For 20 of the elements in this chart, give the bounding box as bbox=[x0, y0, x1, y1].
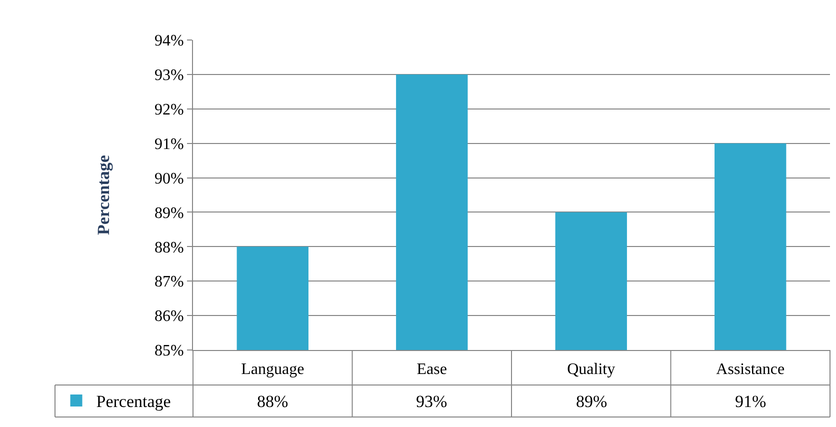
y-tick-label: 90% bbox=[154, 170, 184, 188]
y-tick-label: 93% bbox=[154, 67, 184, 84]
x-tick-label: Ease bbox=[416, 361, 447, 378]
y-axis-title: Percentage bbox=[94, 154, 114, 235]
data-label: 91% bbox=[735, 392, 766, 411]
y-tick-label: 85% bbox=[154, 342, 184, 360]
x-tick-label: Quality bbox=[567, 361, 616, 378]
x-tick-label: Assistance bbox=[716, 361, 785, 378]
data-label: 88% bbox=[257, 392, 288, 411]
y-tick-label: 91% bbox=[154, 136, 184, 153]
y-tick-label: 87% bbox=[154, 274, 184, 291]
y-tick-label: 86% bbox=[154, 308, 184, 326]
y-tick-label: 94% bbox=[154, 32, 184, 50]
y-tick-label: 92% bbox=[154, 101, 184, 118]
y-tick-label: 88% bbox=[154, 239, 184, 256]
y-tick-label: 89% bbox=[154, 204, 184, 222]
x-tick-label: Language bbox=[241, 361, 304, 378]
legend-label: Percentage bbox=[96, 392, 171, 412]
data-label: 93% bbox=[416, 392, 448, 411]
data-label: 89% bbox=[576, 392, 608, 411]
